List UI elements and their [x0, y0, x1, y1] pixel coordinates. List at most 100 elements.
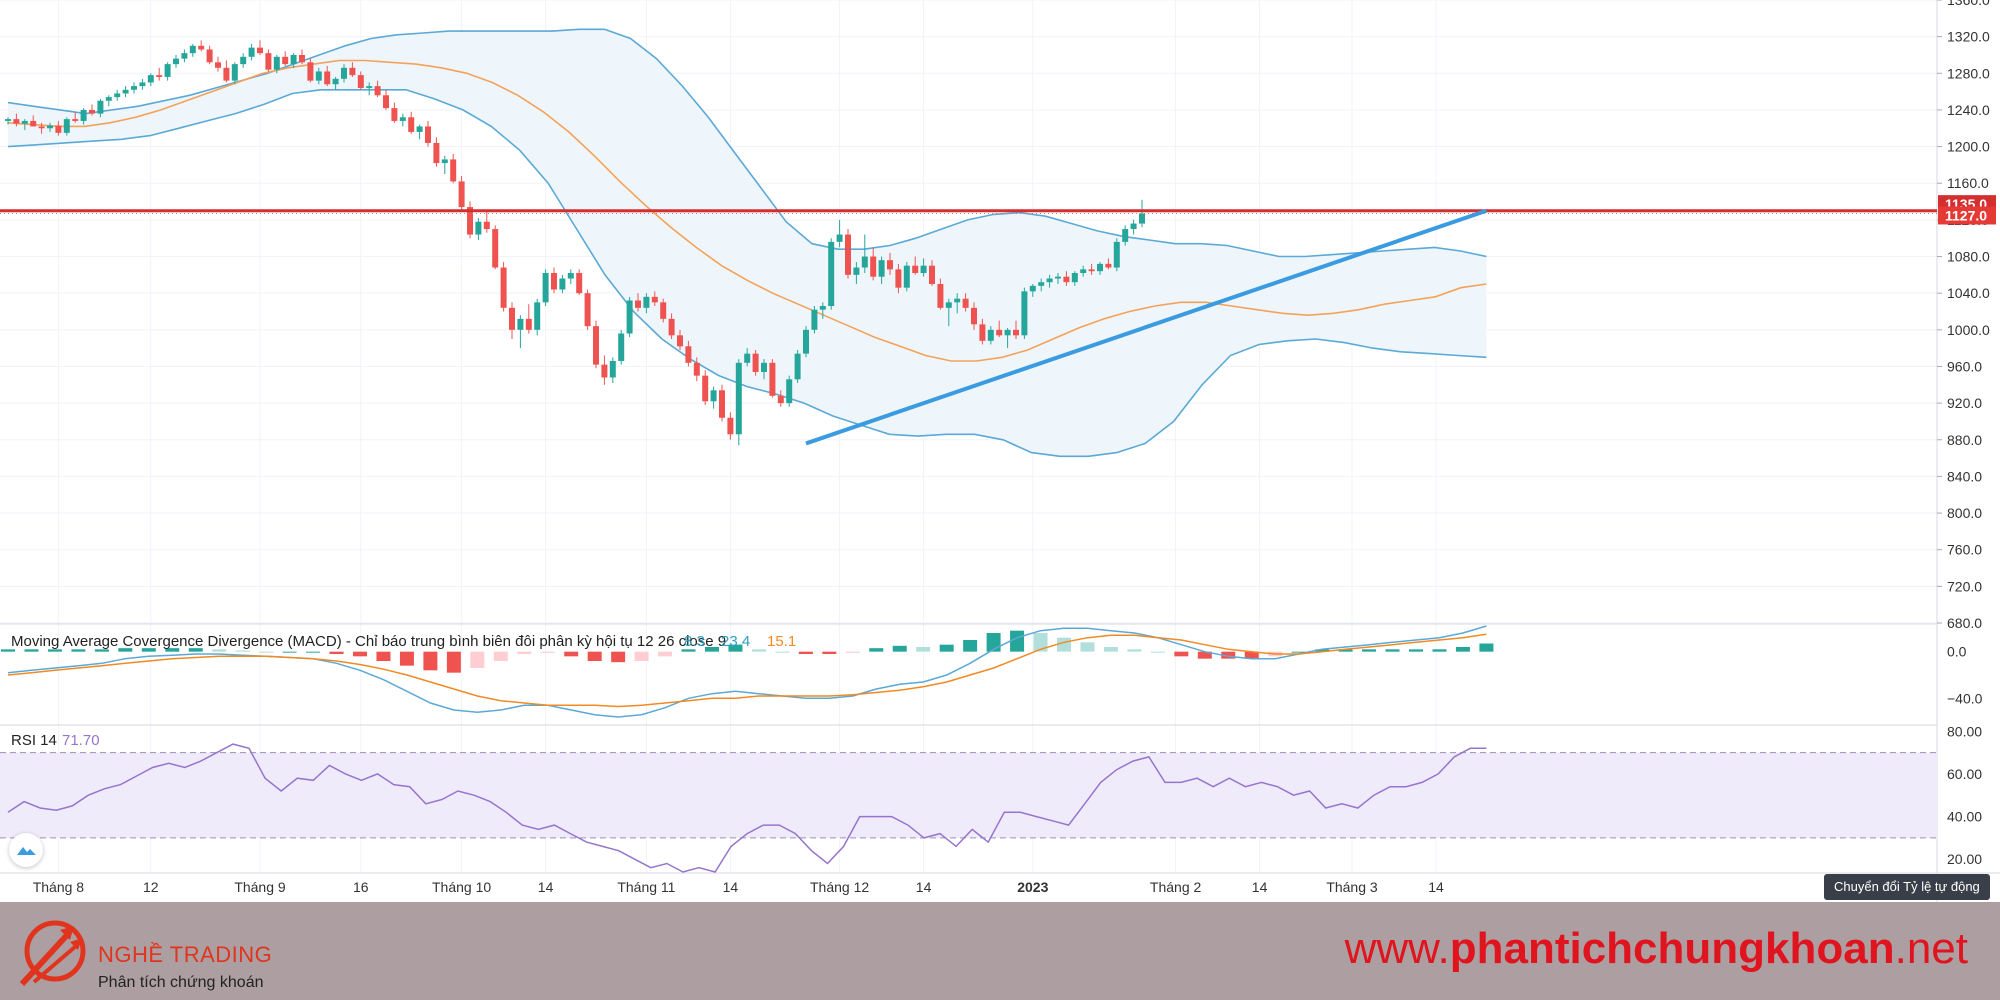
candle-body	[131, 86, 137, 90]
candle	[979, 318, 986, 345]
candle-body	[786, 379, 793, 404]
macd-histogram-bar	[939, 644, 954, 652]
macd-histogram-bar	[212, 649, 227, 652]
macd-histogram-bar	[540, 651, 555, 653]
candle-body	[1080, 269, 1087, 274]
url-prefix: www.	[1344, 924, 1450, 973]
bollinger-band-fill	[8, 29, 1487, 457]
mountain-icon	[17, 847, 36, 855]
candle	[433, 137, 440, 167]
price-chart[interactable]: 1360.01320.01280.01240.01200.01160.01120…	[0, 0, 2000, 902]
macd-histogram-bar	[1103, 647, 1118, 652]
candle-body	[1029, 285, 1036, 292]
macd-histogram-bar	[751, 649, 766, 652]
time-tick-label: Tháng 12	[810, 879, 869, 895]
candle	[273, 54, 280, 74]
time-tick-label: Tháng 11	[617, 879, 675, 895]
candle	[811, 306, 818, 334]
candle	[5, 117, 11, 125]
candle	[500, 262, 507, 312]
macd-histogram-bar	[1127, 649, 1142, 652]
time-tick-label: 14	[538, 879, 554, 895]
candle-body	[887, 260, 893, 270]
candle	[618, 329, 625, 365]
candle-body	[341, 67, 347, 79]
macd-histogram-bar	[399, 651, 414, 666]
website-url[interactable]: www.phantichchungkhoan.net	[1345, 924, 1968, 974]
candle	[1088, 263, 1095, 275]
price-tick-label: 800.0	[1947, 505, 1982, 521]
macd-histogram-bar	[611, 651, 626, 663]
candle	[1055, 273, 1061, 285]
price-tick-label: 1320.0	[1947, 29, 1990, 45]
candle-body	[517, 318, 524, 330]
macd-histogram-bar	[681, 649, 696, 652]
auto-scale-button[interactable]	[9, 833, 43, 867]
candle	[584, 289, 591, 330]
candle-body	[164, 64, 171, 77]
candle	[668, 313, 675, 339]
candle-body	[601, 364, 608, 378]
candle	[240, 53, 247, 68]
candle	[189, 43, 196, 57]
candle-body	[273, 56, 280, 70]
candle	[181, 49, 188, 63]
candle	[845, 229, 851, 279]
candle-body	[475, 221, 482, 235]
rsi-band	[0, 752, 1937, 838]
candle-body	[1055, 276, 1061, 279]
macd-histogram-bar	[1197, 651, 1212, 659]
macd-histogram-bar	[94, 649, 109, 652]
candle-body	[761, 362, 767, 372]
candle	[1097, 262, 1103, 275]
macd-histogram-bar	[1291, 651, 1306, 653]
macd-histogram-bar	[587, 651, 602, 661]
candle-body	[895, 269, 902, 288]
macd-histogram-bar	[705, 647, 719, 652]
candle-body	[114, 93, 121, 98]
candle-body	[189, 45, 196, 54]
price-tick-label: 1080.0	[1947, 249, 1990, 265]
macd-histogram-bar	[845, 651, 860, 653]
candle-body	[987, 329, 994, 341]
candle-body	[777, 395, 784, 404]
price-tick-label: 1240.0	[1947, 102, 1990, 118]
candle-body	[551, 273, 557, 290]
candle	[895, 263, 902, 294]
candle	[559, 274, 566, 294]
candle-body	[853, 267, 860, 275]
candle-body	[1122, 229, 1129, 242]
candle-body	[206, 49, 213, 63]
candle-body	[769, 362, 776, 396]
candle-body	[492, 229, 499, 268]
candle	[534, 298, 541, 336]
candle	[383, 89, 389, 110]
candle	[458, 175, 465, 211]
candle	[643, 293, 650, 314]
candle	[828, 238, 835, 310]
candle	[920, 258, 927, 277]
candle	[1130, 219, 1137, 235]
candle-body	[433, 142, 440, 164]
candle-body	[576, 273, 583, 294]
candle-body	[668, 318, 675, 336]
macd-histogram-bar	[1010, 630, 1025, 652]
macd-histogram-bar	[1174, 651, 1189, 657]
macd-histogram-bar	[1, 649, 15, 652]
candle	[945, 298, 952, 327]
candle-body	[861, 256, 868, 268]
candle	[929, 260, 935, 286]
url-suffix: .net	[1894, 924, 1968, 973]
macd-histogram-bar	[118, 648, 133, 652]
macd-tick-label: 0.0	[1947, 644, 1967, 660]
candle	[727, 412, 734, 440]
macd-histogram-bar	[188, 648, 203, 652]
candle-body	[727, 417, 734, 435]
candle	[290, 53, 297, 68]
candle	[971, 302, 977, 330]
candle-body	[593, 326, 599, 365]
candle	[265, 49, 272, 72]
candle	[324, 65, 331, 87]
rsi-value: 71.70	[62, 732, 100, 749]
candle-body	[198, 45, 205, 50]
